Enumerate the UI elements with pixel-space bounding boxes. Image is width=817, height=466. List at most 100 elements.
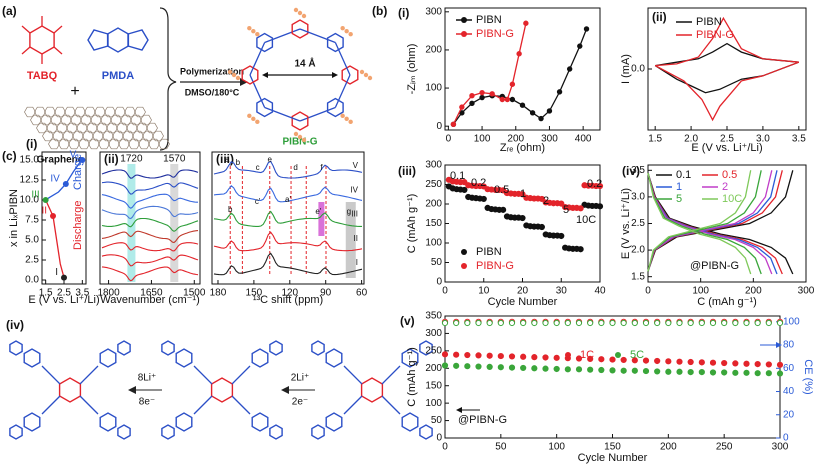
graphene-cell <box>30 114 42 126</box>
x-tick-label: 90 <box>320 288 332 299</box>
y-tick-label: 350 <box>425 311 442 322</box>
graphene-dot <box>359 69 365 75</box>
data-point <box>553 319 560 327</box>
y-tick-label: 3.0 <box>631 192 645 203</box>
peak-label: e <box>268 155 273 164</box>
spectrum-trace <box>101 266 199 282</box>
annotation: Charge <box>72 154 84 190</box>
panel-label: (v) <box>400 314 415 328</box>
x-axis-label: E (V vs. Li⁺/Li) <box>691 142 762 154</box>
ring <box>175 348 193 368</box>
bond <box>299 106 336 122</box>
legend-label: PIBN <box>696 16 722 28</box>
bond <box>264 28 301 44</box>
legend-label: PIBN <box>476 246 502 258</box>
y-axis-label: C (mAh g⁻¹) <box>406 347 418 407</box>
spectrum-trace <box>213 160 363 179</box>
data-point <box>461 179 468 186</box>
graphene-cell <box>116 122 128 134</box>
step-label: 2Li⁺ <box>291 373 310 384</box>
arrowhead <box>262 72 268 78</box>
data-point <box>479 89 485 96</box>
graphene-cell <box>100 114 112 126</box>
y-tick-label: 100 <box>425 238 442 249</box>
graphene-cell <box>138 138 150 150</box>
graphene-cell <box>102 130 114 142</box>
graphene-dot <box>251 28 256 34</box>
bond <box>334 74 351 108</box>
ring <box>269 340 283 356</box>
graphene-cell <box>120 114 132 126</box>
panel-label: (iv) <box>622 164 640 178</box>
data-point <box>709 319 717 327</box>
graphene-dot <box>235 75 241 81</box>
x-axis-label: ¹³C shift (ppm) <box>253 294 323 306</box>
y-tick-label: 2.5 <box>25 255 39 266</box>
series-line <box>647 170 783 275</box>
legend-label: PIBN-G <box>476 260 514 272</box>
graphene-cell <box>36 122 48 134</box>
graphene-cell <box>140 114 152 126</box>
ring <box>419 340 433 356</box>
bond <box>53 46 63 55</box>
state-point <box>61 274 67 281</box>
band-label: 1720 <box>120 154 143 165</box>
ring <box>241 65 259 85</box>
data-point <box>609 367 616 374</box>
data-point <box>519 191 526 198</box>
y-tick-label: 150 <box>425 380 442 391</box>
data-point <box>698 359 705 366</box>
trace-label: IV <box>350 185 358 194</box>
y-axis-label: -Zᵢₘ (ohm) <box>406 44 418 95</box>
data-point <box>598 319 605 327</box>
ring <box>325 412 343 432</box>
annotation: 0.2 <box>471 177 486 189</box>
graphene-cell <box>54 106 66 118</box>
graphene-cell <box>108 138 120 150</box>
data-point <box>486 352 493 359</box>
data-point <box>754 319 761 327</box>
legend-label: 1 <box>676 181 682 193</box>
y-tick-label: 250 <box>425 345 442 356</box>
y-tick-label: 300 <box>425 328 442 339</box>
state-label: I <box>55 267 58 278</box>
data-point <box>497 319 504 327</box>
graphene-cell <box>126 122 138 134</box>
data-point <box>754 370 761 377</box>
data-point <box>453 351 460 358</box>
x-tick-label: 2.0 <box>684 134 698 145</box>
data-point <box>721 369 728 376</box>
graphene-cell <box>106 122 118 134</box>
y2-tick-label: 40 <box>783 386 795 397</box>
legend-label: PIBN <box>476 14 502 26</box>
data-point <box>642 357 650 364</box>
ring <box>99 412 117 432</box>
graphene-cell <box>82 130 94 142</box>
ring <box>9 424 23 440</box>
graphene-dot <box>231 72 237 78</box>
x-tick-label: 180 <box>210 288 227 299</box>
data-point <box>486 363 493 370</box>
ring <box>99 348 117 368</box>
y-tick-label: 250 <box>425 179 442 190</box>
x-tick-label: 3.0 <box>756 134 770 145</box>
pore-size: 14 Å <box>294 57 315 70</box>
data-point <box>542 365 549 372</box>
spectrum-trace <box>101 169 199 179</box>
ring <box>175 412 193 432</box>
y-tick-label: 50 <box>431 415 443 426</box>
legend-marker <box>461 249 467 255</box>
graphene-cell <box>56 122 68 134</box>
data-point <box>631 367 638 374</box>
data-point <box>642 367 650 375</box>
bond <box>79 395 99 415</box>
monomer-label: TABQ <box>27 70 58 82</box>
state-point <box>42 197 49 203</box>
data-point <box>676 319 683 327</box>
peak-label: d <box>293 163 297 172</box>
graphene-cell <box>104 106 116 118</box>
graphene-cell <box>66 122 78 134</box>
graphene-cell <box>80 114 92 126</box>
graphene-cell <box>94 106 106 118</box>
